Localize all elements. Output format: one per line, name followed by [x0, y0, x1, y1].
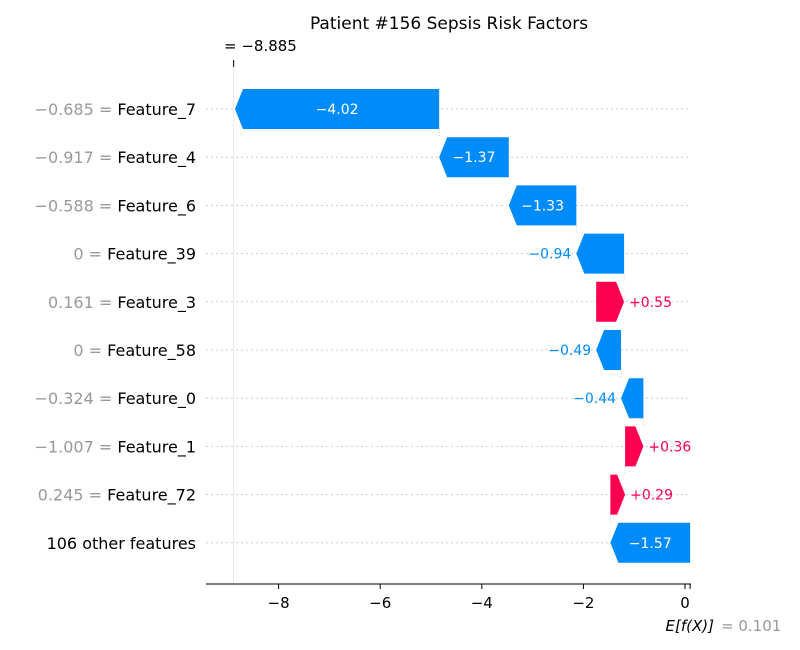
- feature-label: −0.324 = Feature_0: [35, 389, 196, 409]
- feature-name: Feature_7: [117, 100, 196, 120]
- feature-value: 0.245 =: [38, 486, 107, 505]
- feature-name: Feature_3: [117, 293, 196, 313]
- fx-annotation: = −8.885: [224, 37, 297, 55]
- x-tick-label: −8: [268, 594, 290, 612]
- bar-feature-3: [596, 281, 625, 322]
- bar-feature-4: [439, 137, 509, 178]
- feature-value: 0 =: [73, 245, 107, 264]
- bar-value-label: −0.94: [528, 247, 571, 263]
- feature-value: −0.917 =: [35, 148, 118, 167]
- x-tick-label: −6: [369, 594, 391, 612]
- feature-label: 0 = Feature_39: [73, 245, 196, 265]
- bar-feature-39: [576, 233, 625, 274]
- feature-label: 0.161 = Feature_3: [48, 293, 196, 313]
- feature-value: 0.161 =: [48, 293, 117, 312]
- feature-label: −0.917 = Feature_4: [35, 148, 196, 168]
- feature-value: −0.324 =: [35, 389, 118, 408]
- feature-name: Feature_6: [117, 196, 196, 216]
- feature-name: Feature_0: [117, 389, 196, 409]
- feature-name: Feature_39: [107, 245, 196, 265]
- bar-feature-0: [621, 378, 644, 419]
- feature-value: 0 =: [73, 341, 107, 360]
- bars: −4.02 −1.37 −1.33 −0.94 +0.55 −0.49 −0.44 +0.36…: [234, 89, 691, 563]
- feature-name: Feature_72: [107, 486, 196, 506]
- feature-name: Feature_1: [117, 437, 196, 457]
- x-tick-label: 0: [680, 594, 690, 612]
- x-axis: −8 −6 −4 −2 0: [206, 583, 691, 612]
- feature-label: −0.588 = Feature_6: [35, 196, 196, 216]
- fx-value-label: = −8.885: [224, 37, 297, 55]
- bar-value-label: −1.37: [453, 150, 496, 166]
- bar-value-label: −1.57: [629, 536, 672, 552]
- bar-value-label: +0.29: [630, 488, 673, 504]
- feature-value: −0.685 =: [35, 100, 118, 119]
- bar-feature-58: [596, 330, 622, 370]
- chart-title: Patient #156 Sepsis Risk Factors: [310, 14, 588, 34]
- bar-value-label: −0.49: [548, 343, 591, 359]
- feature-label: 0.245 = Feature_72: [38, 486, 196, 506]
- bar-feature-1: [625, 426, 644, 467]
- bar-feature-72: [610, 474, 626, 515]
- feature-name: Feature_4: [117, 148, 196, 168]
- bar-106-other-features: [610, 522, 691, 563]
- feature-label: −1.007 = Feature_1: [35, 437, 196, 457]
- bar-value-label: −0.44: [573, 391, 616, 407]
- bar-feature-6: [508, 185, 577, 226]
- feature-labels: −0.685 = Feature_7 −0.917 = Feature_4 −0.5…: [35, 100, 196, 553]
- base-value-annotation: E[f(X)] = 0.101: [666, 617, 782, 635]
- feature-name: 106 other features: [47, 534, 196, 553]
- feature-label: −0.685 = Feature_7: [35, 100, 196, 120]
- feature-label: 0 = Feature_58: [73, 341, 196, 361]
- bar-value-label: −4.02: [316, 102, 359, 118]
- x-tick-label: −2: [572, 594, 594, 612]
- bar-value-label: +0.55: [629, 295, 672, 311]
- feature-value: −1.007 =: [35, 437, 118, 456]
- bar-value-label: −1.33: [521, 198, 564, 214]
- base-value: = 0.101: [721, 617, 781, 635]
- bar-feature-7: [234, 89, 440, 129]
- bar-value-label: +0.36: [648, 439, 691, 455]
- feature-label: 106 other features: [47, 534, 196, 553]
- feature-name: Feature_58: [107, 341, 196, 361]
- base-value-label: E[f(X)]: [666, 617, 715, 635]
- x-tick-label: −4: [471, 594, 493, 612]
- feature-value: −0.588 =: [35, 196, 118, 215]
